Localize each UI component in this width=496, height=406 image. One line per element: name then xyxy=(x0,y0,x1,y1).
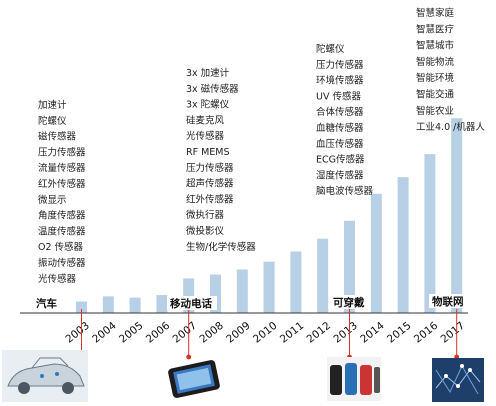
bar-2009 xyxy=(236,269,248,313)
sensor-label: 微显示 xyxy=(38,194,67,206)
sensor-label: 光传感器 xyxy=(186,130,225,142)
tick-label-2014: 2014 xyxy=(358,319,387,345)
sensor-label: 智能环境 xyxy=(416,72,455,84)
sensor-label: 红外传感器 xyxy=(38,178,86,190)
sensor-label: 压力传感器 xyxy=(186,162,234,174)
smartphone-image xyxy=(168,360,220,398)
era-label: 可穿戴 xyxy=(333,296,365,309)
bars-group xyxy=(76,118,463,313)
era-label: 汽车 xyxy=(36,297,57,310)
bar-2014 xyxy=(370,193,382,313)
sensor-label: 合体传感器 xyxy=(316,106,364,118)
tick-label-2015: 2015 xyxy=(385,320,413,346)
sensor-label: 流量传感器 xyxy=(38,162,86,174)
sensor-label: 角度传感器 xyxy=(38,210,86,222)
sensor-label: 磁传感器 xyxy=(38,131,77,143)
tick-label-2010: 2010 xyxy=(251,320,279,346)
era-label-bg xyxy=(167,296,217,310)
bar-2015 xyxy=(397,177,409,313)
sensor-label: 微执行器 xyxy=(186,209,225,221)
sensor-label: 压力传感器 xyxy=(316,59,364,71)
era-label: 物联网 xyxy=(432,295,464,308)
sensor-label: RF MEMS xyxy=(186,147,230,158)
iot-network-image xyxy=(432,358,484,402)
bar-2004 xyxy=(102,296,114,313)
sensor-label: 温度传感器 xyxy=(38,225,86,237)
sensor-label: 智能物流 xyxy=(416,56,455,68)
era-labels: 汽车 移动电话 可穿戴 物联网 xyxy=(33,294,468,310)
sensor-label: 工业4.0 /机器人 xyxy=(416,121,485,133)
era-label-bg xyxy=(33,296,61,310)
sensor-label: 硅麦克风 xyxy=(186,114,225,126)
sensor-label: 血压传感器 xyxy=(316,138,364,150)
x-tick-labels: 2003200420052006200720082009201020112012… xyxy=(63,319,467,345)
tick-label-2009: 2009 xyxy=(224,320,252,346)
bar-2010 xyxy=(263,261,275,313)
wearables-image xyxy=(327,357,381,401)
bar-2013 xyxy=(344,220,355,313)
sensor-label: 3x 磁传感器 xyxy=(186,83,239,95)
sensor-label: 智能交通 xyxy=(416,89,455,101)
sensor-label: 3x 加速计 xyxy=(186,67,230,79)
car-image xyxy=(2,350,88,402)
sensor-label: 智慧城市 xyxy=(416,40,455,52)
sensor-label: 环境传感器 xyxy=(316,75,364,87)
sensor-label: 光传感器 xyxy=(38,273,77,285)
tick-label-2013: 2013 xyxy=(331,320,359,346)
tick-label-2006: 2006 xyxy=(144,319,173,345)
bar-2006 xyxy=(156,295,168,313)
sensor-label: 陀螺仪 xyxy=(316,43,345,55)
tick-label-2017: 2017 xyxy=(439,320,467,346)
tick-label-2003: 2003 xyxy=(63,320,91,346)
sensor-label: 加速计 xyxy=(38,99,67,111)
sensor-label: 生物/化学传感器 xyxy=(186,241,256,253)
era-label-bg xyxy=(330,295,369,309)
sensor-label: 脑电波传感器 xyxy=(316,185,374,197)
sensor-label: 3x 陀螺仪 xyxy=(186,99,230,111)
sensor-label: 压力传感器 xyxy=(38,146,86,158)
tick-label-2007: 2007 xyxy=(171,320,199,346)
bar-2007 xyxy=(183,278,195,313)
tick-label-2012: 2012 xyxy=(305,320,333,346)
tick-label-2005: 2005 xyxy=(117,320,145,346)
sensor-label: 陀螺仪 xyxy=(38,115,67,127)
era-marker-dot xyxy=(186,354,192,360)
tick-label-2011: 2011 xyxy=(278,320,306,346)
bar-2016 xyxy=(424,154,436,313)
bar-2003 xyxy=(76,301,87,313)
sensor-label: 红外传感器 xyxy=(186,193,234,205)
sensor-label: 智能农业 xyxy=(416,105,454,117)
sensor-label: 超声传感器 xyxy=(186,178,234,190)
era-label-bg xyxy=(429,294,468,308)
sensor-label: 湿度传感器 xyxy=(316,169,364,181)
tick-label-2004: 2004 xyxy=(90,319,119,345)
sensor-label: 血糖传感器 xyxy=(316,122,364,134)
bar-2011 xyxy=(290,251,302,313)
sensor-label: 智慧医疗 xyxy=(416,23,455,35)
era-label: 移动电话 xyxy=(170,297,212,310)
sensor-label: 振动传感器 xyxy=(38,257,86,269)
sensor-label: UV 传感器 xyxy=(316,90,361,102)
bar-2008 xyxy=(210,274,221,313)
sensor-label: O2 传感器 xyxy=(38,241,84,253)
bar-2017 xyxy=(451,118,463,313)
bar-2005 xyxy=(129,297,141,313)
tick-label-2016: 2016 xyxy=(412,319,441,345)
sensor-label: ECG传感器 xyxy=(316,154,365,166)
sensor-lists: 加速计陀螺仪磁传感器压力传感器流量传感器红外传感器微显示角度传感器温度传感器O2… xyxy=(38,7,485,285)
tick-label-2008: 2008 xyxy=(197,320,225,346)
sensor-label: 智慧家庭 xyxy=(416,7,455,19)
bar-2012 xyxy=(317,238,329,313)
sensor-label: 微投影仪 xyxy=(186,225,225,237)
